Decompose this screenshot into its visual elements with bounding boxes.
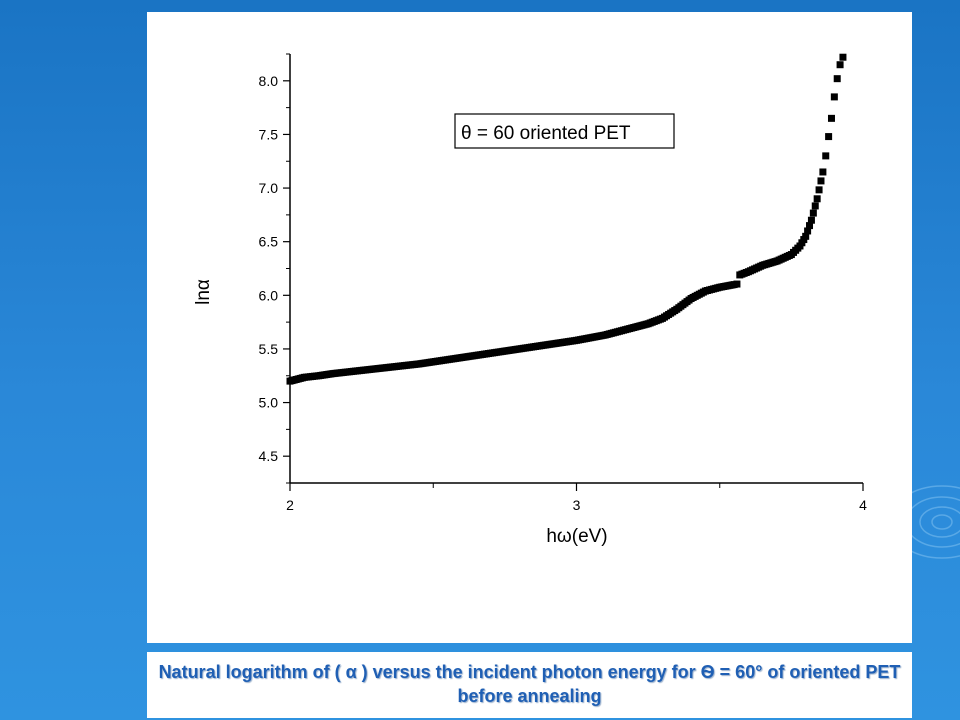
data-point [839, 53, 847, 61]
data-point [830, 93, 838, 101]
data-point [827, 114, 835, 122]
data-point [822, 152, 830, 160]
data-point [802, 232, 810, 240]
y-tick-label: 4.5 [259, 448, 279, 464]
y-tick-label: 8.0 [259, 73, 279, 89]
data-point [811, 202, 819, 210]
caption-panel: Natural logarithm of ( α ) versus the in… [147, 652, 912, 718]
data-points [286, 53, 847, 385]
data-point [813, 195, 821, 203]
legend-border [454, 113, 675, 149]
y-ticks: 4.5 5.0 5.5 6.0 6.5 7.0 7.5 8.0 [259, 53, 290, 484]
data-point [804, 227, 812, 235]
x-tick-label: 4 [859, 497, 867, 513]
y-tick-label: 7.5 [259, 126, 279, 142]
y-tick-label: 7.0 [259, 180, 279, 196]
data-point [817, 177, 825, 185]
data-point [836, 61, 844, 69]
data-point [806, 222, 814, 230]
data-point [833, 75, 841, 83]
x-ticks: 2 3 4 [286, 483, 867, 513]
y-axis-title: lnα [193, 279, 214, 305]
data-point [815, 186, 823, 194]
x-tick-label: 2 [286, 497, 294, 513]
y-tick-label: 6.0 [259, 287, 279, 303]
figure-caption: Natural logarithm of ( α ) versus the in… [158, 662, 901, 706]
legend-box: θ = 60 oriented PET [454, 113, 675, 149]
y-tick-label: 5.5 [259, 341, 279, 357]
legend-label: θ = 60 oriented PET [461, 123, 631, 144]
data-point [733, 280, 741, 288]
data-point [819, 168, 827, 176]
chart-panel: 4.5 5.0 5.5 6.0 6.5 7.0 7.5 8.0 2 3 4 θ = 60 orie… [147, 12, 912, 643]
data-point [807, 216, 815, 224]
data-point [825, 133, 833, 141]
y-tick-label: 5.0 [259, 395, 279, 411]
x-tick-label: 3 [573, 497, 581, 513]
y-tick-label: 6.5 [259, 234, 279, 250]
x-axis-title: hω(eV) [546, 526, 607, 547]
data-point [809, 209, 817, 217]
scatter-chart: 4.5 5.0 5.5 6.0 6.5 7.0 7.5 8.0 2 3 4 θ = 60 orie… [193, 53, 867, 547]
